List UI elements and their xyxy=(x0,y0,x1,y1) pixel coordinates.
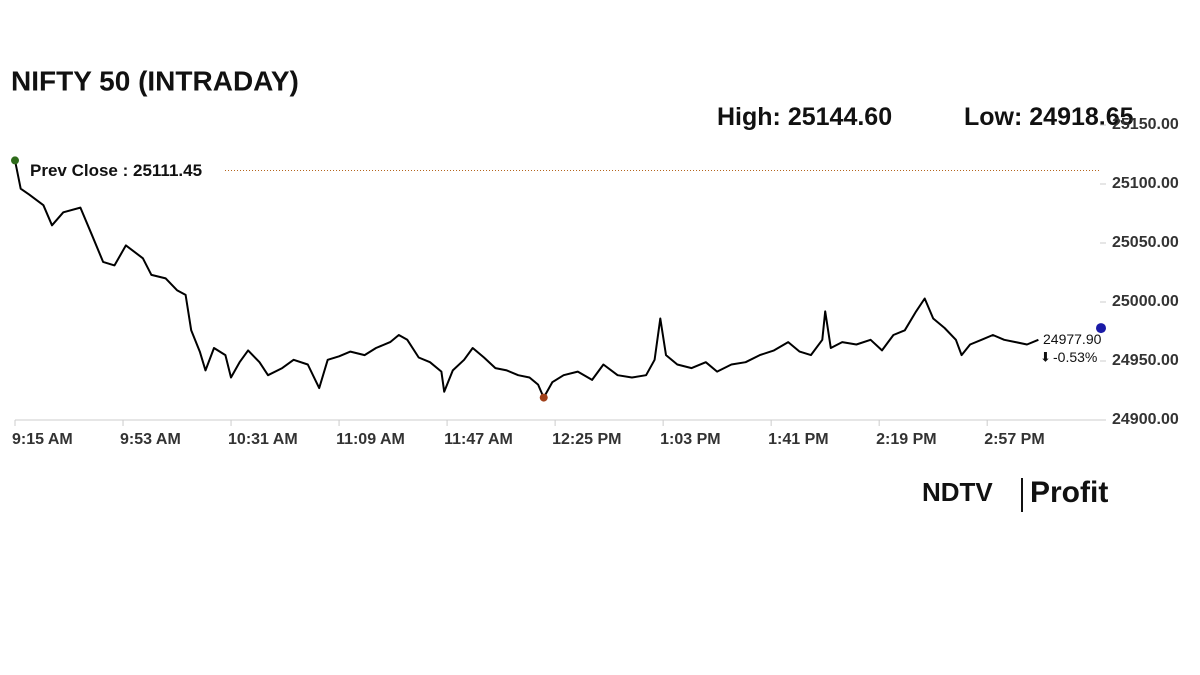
logo-product: Profit xyxy=(1030,476,1108,509)
start-marker xyxy=(11,156,19,165)
y-tick-label: 24900.00 xyxy=(1112,411,1179,428)
logo-brand: NDTV xyxy=(922,477,993,507)
y-tick-label: 25050.00 xyxy=(1112,234,1179,251)
price-line xyxy=(14,160,1039,399)
low-marker xyxy=(539,393,548,402)
x-tick-label: 9:15 AM xyxy=(12,431,73,448)
x-tick-label: 2:57 PM xyxy=(984,431,1044,448)
x-tick-label: 9:53 AM xyxy=(120,431,181,448)
last-price-marker xyxy=(1096,323,1106,334)
y-tick-label: 24950.00 xyxy=(1112,352,1179,369)
chart-title: NIFTY 50 (INTRADAY) xyxy=(11,65,299,96)
prev-close-value: 25111.45 xyxy=(133,161,202,180)
prev-close-label: Prev Close : xyxy=(30,161,128,180)
low-label: Low: xyxy=(964,103,1022,131)
x-tick-label: 10:31 AM xyxy=(228,431,298,448)
x-tick-label: 11:09 AM xyxy=(336,431,405,448)
prev-close-annotation: Prev Close : 25111.45 xyxy=(30,161,202,180)
high-annotation: High: 25144.60 xyxy=(717,103,892,131)
change-label: -0.53% xyxy=(1053,349,1097,365)
down-arrow: ⬇ xyxy=(1040,349,1051,364)
last-price-label: 24977.90 xyxy=(1043,331,1102,347)
low-annotation: Low: 24918.65 xyxy=(964,103,1134,131)
low-value: 24918.65 xyxy=(1029,103,1133,131)
y-tick-label: 25000.00 xyxy=(1112,293,1179,310)
x-tick-label: 12:25 PM xyxy=(552,431,621,448)
x-tick-label: 11:47 AM xyxy=(444,431,513,448)
high-value: 25144.60 xyxy=(788,103,892,131)
y-tick-label: 25100.00 xyxy=(1112,175,1179,192)
x-tick-label: 1:41 PM xyxy=(768,431,828,448)
x-tick-label: 1:03 PM xyxy=(660,431,720,448)
x-tick-label: 2:19 PM xyxy=(876,431,936,448)
high-label: High: xyxy=(717,103,781,131)
y-tick-label: 25150.00 xyxy=(1112,116,1179,133)
